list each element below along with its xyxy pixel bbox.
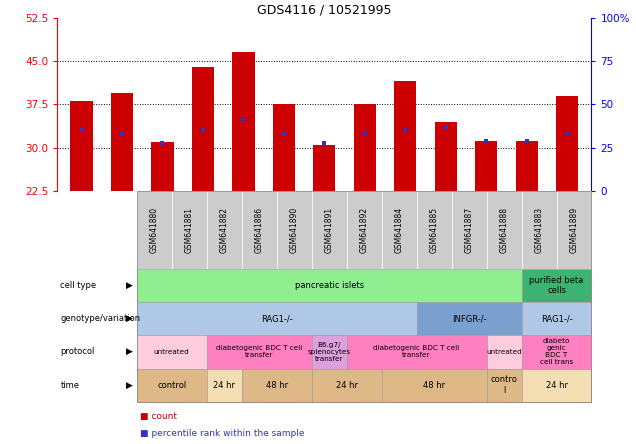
Text: contro
l: contro l [490,376,518,395]
Text: 48 hr: 48 hr [423,381,445,390]
Bar [273,104,295,191]
Text: cell type: cell type [60,281,97,290]
Text: ▶: ▶ [126,347,132,357]
Bar [354,104,376,191]
Text: ▶: ▶ [126,381,132,390]
Text: GSM641890: GSM641890 [289,206,299,253]
Text: ■ percentile rank within the sample: ■ percentile rank within the sample [140,429,305,438]
Text: time: time [60,381,80,390]
Text: purified beta
cells: purified beta cells [529,276,584,295]
Text: 24 hr: 24 hr [336,381,357,390]
Bar [192,67,214,191]
Bar [151,142,174,191]
Text: genotype/variation: genotype/variation [60,314,141,323]
Text: RAG1-/-: RAG1-/- [261,314,293,323]
Text: B6.g7/
splenocytes
transfer: B6.g7/ splenocytes transfer [308,342,350,362]
Text: GSM641887: GSM641887 [464,207,474,253]
Text: GSM641888: GSM641888 [499,207,509,253]
Bar [556,95,578,191]
Text: 24 hr: 24 hr [546,381,567,390]
Text: GSM641892: GSM641892 [359,207,369,253]
Text: diabetogenic BDC T cell
transfer: diabetogenic BDC T cell transfer [216,345,302,358]
Text: GSM641886: GSM641886 [254,207,264,253]
Text: GSM641881: GSM641881 [184,207,194,253]
Text: GSM641889: GSM641889 [569,207,579,253]
Bar [516,141,538,191]
Text: ▶: ▶ [126,314,132,323]
Text: 24 hr: 24 hr [213,381,235,390]
Text: pancreatic islets: pancreatic islets [294,281,364,290]
Text: ▶: ▶ [126,281,132,290]
Title: GDS4116 / 10521995: GDS4116 / 10521995 [257,4,392,16]
Text: GSM641885: GSM641885 [429,207,439,253]
Text: RAG1-/-: RAG1-/- [541,314,572,323]
Text: GSM641880: GSM641880 [149,207,159,253]
Bar [314,145,336,191]
Bar [394,81,417,191]
Text: diabetogenic BDC T cell
transfer: diabetogenic BDC T cell transfer [373,345,460,358]
Text: GSM641891: GSM641891 [324,207,334,253]
Text: 48 hr: 48 hr [266,381,287,390]
Text: GSM641884: GSM641884 [394,207,404,253]
Bar [475,141,497,191]
Text: GSM641882: GSM641882 [219,207,229,253]
Text: untreated: untreated [486,349,522,355]
Text: untreated: untreated [154,349,190,355]
Text: INFGR-/-: INFGR-/- [452,314,487,323]
Text: protocol: protocol [60,347,95,357]
Bar [111,93,133,191]
Text: ■ count: ■ count [140,412,177,421]
Text: control: control [157,381,186,390]
Text: diabeto
genic
BDC T
cell trans: diabeto genic BDC T cell trans [540,338,573,365]
Text: GSM641883: GSM641883 [534,207,544,253]
Bar [71,102,93,191]
Bar [232,52,254,191]
Bar [434,122,457,191]
